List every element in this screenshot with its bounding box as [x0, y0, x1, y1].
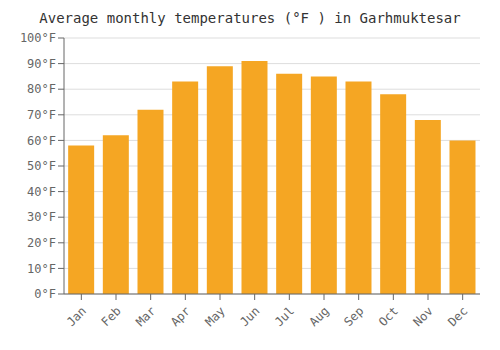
svg-text:Jul: Jul	[272, 304, 297, 329]
svg-text:Jun: Jun	[237, 304, 262, 329]
svg-text:60°F: 60°F	[27, 134, 56, 148]
svg-text:0°F: 0°F	[34, 287, 56, 301]
svg-text:50°F: 50°F	[27, 159, 56, 173]
svg-text:Apr: Apr	[168, 304, 193, 329]
svg-text:Dec: Dec	[445, 304, 470, 329]
html-text:Average monthly temperatures (: Average monthly temperatures (°F ) in Ga…	[39, 10, 461, 26]
svg-text:Aug: Aug	[307, 304, 332, 329]
svg-text:Sep: Sep	[341, 304, 366, 329]
svg-text:100°F: 100°F	[20, 31, 56, 45]
svg-text:30°F: 30°F	[27, 210, 56, 224]
svg-text:May: May	[203, 304, 228, 329]
svg-text:20°F: 20°F	[27, 236, 56, 250]
svg-text:Jan: Jan	[64, 304, 89, 329]
svg-text:10°F: 10°F	[27, 262, 56, 276]
svg-text:Mar: Mar	[133, 304, 158, 329]
svg-text:Oct: Oct	[376, 304, 401, 329]
svg-text:Nov: Nov	[411, 304, 436, 329]
svg-text:70°F: 70°F	[27, 108, 56, 122]
svg-text:Feb: Feb	[99, 304, 124, 329]
svg-text:90°F: 90°F	[27, 57, 56, 71]
svg-text:40°F: 40°F	[27, 185, 56, 199]
svg-text:80°F: 80°F	[27, 82, 56, 96]
